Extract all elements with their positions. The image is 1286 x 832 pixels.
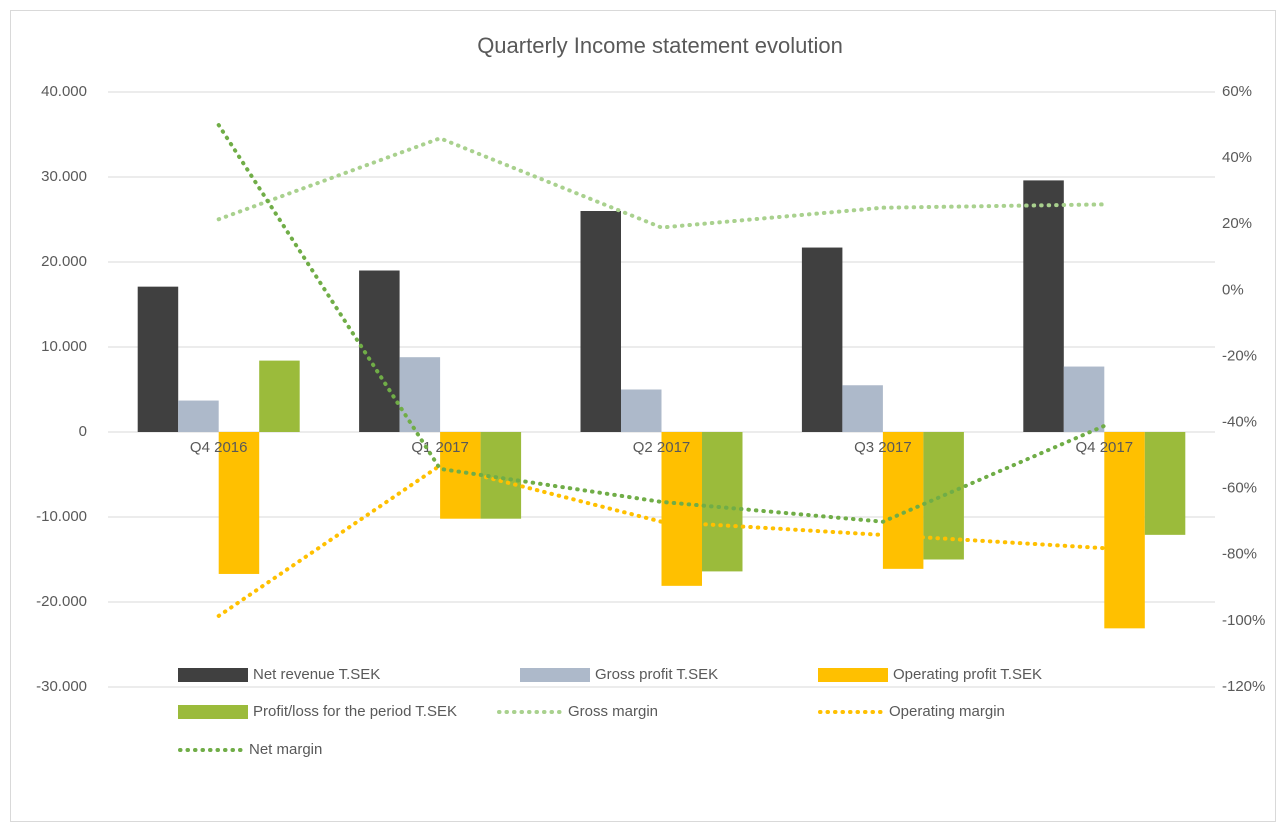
- y2-tick-label: 60%: [1222, 83, 1252, 100]
- line-series: [216, 136, 1107, 230]
- bar: [661, 432, 702, 586]
- bar: [580, 211, 621, 432]
- y2-tick-label: 0%: [1222, 281, 1244, 298]
- bar: [842, 385, 883, 432]
- x-tick-label: Q4 2017: [1076, 439, 1134, 456]
- bar: [1104, 432, 1145, 629]
- x-tick-label: Q4 2016: [190, 439, 248, 456]
- bar: [882, 432, 924, 569]
- legend-swatch: [178, 668, 248, 682]
- legend-label: Gross margin: [568, 703, 658, 720]
- y2-tick-label: -120%: [1222, 678, 1265, 695]
- y2-tick-label: -40%: [1222, 414, 1257, 431]
- legend-label: Gross profit T.SEK: [595, 666, 718, 683]
- legend-label: Operating profit T.SEK: [893, 666, 1042, 683]
- legend-label: Net revenue T.SEK: [253, 666, 380, 683]
- bar: [399, 357, 441, 432]
- y-tick-label: 30.000: [41, 168, 87, 185]
- y2-tick-label: -60%: [1222, 480, 1257, 497]
- bar: [1063, 366, 1105, 432]
- y-tick-label: -10.000: [36, 508, 87, 525]
- legend-swatch: [178, 705, 248, 719]
- y-tick-label: 20.000: [41, 253, 87, 270]
- bar: [218, 432, 260, 574]
- bar: [137, 286, 179, 432]
- legend-swatch: [818, 668, 888, 682]
- y2-tick-label: -20%: [1222, 347, 1257, 364]
- bar: [621, 389, 662, 432]
- y-tick-label: 40.000: [41, 83, 87, 100]
- chart-title: Quarterly Income statement evolution: [477, 33, 843, 58]
- bar: [178, 400, 219, 432]
- x-tick-label: Q3 2017: [854, 439, 912, 456]
- legend-label: Net margin: [249, 741, 322, 758]
- bar: [1144, 432, 1186, 535]
- y-tick-label: 0: [79, 423, 87, 440]
- legend-swatch: [520, 668, 590, 682]
- bar: [702, 432, 743, 572]
- bar: [1023, 180, 1064, 432]
- y-tick-label: -20.000: [36, 593, 87, 610]
- bar: [259, 360, 300, 432]
- x-tick-label: Q1 2017: [411, 439, 469, 456]
- legend-label: Operating margin: [889, 703, 1005, 720]
- y2-tick-label: 20%: [1222, 215, 1252, 232]
- y2-tick-label: -80%: [1222, 546, 1257, 563]
- bar: [801, 247, 843, 432]
- y2-tick-label: -100%: [1222, 612, 1265, 629]
- y2-tick-label: 40%: [1222, 149, 1252, 166]
- y-tick-label: -30.000: [36, 678, 87, 695]
- x-tick-label: Q2 2017: [633, 439, 691, 456]
- line-series: [216, 463, 1107, 618]
- legend-label: Profit/loss for the period T.SEK: [253, 703, 457, 720]
- y-tick-label: 10.000: [41, 338, 87, 355]
